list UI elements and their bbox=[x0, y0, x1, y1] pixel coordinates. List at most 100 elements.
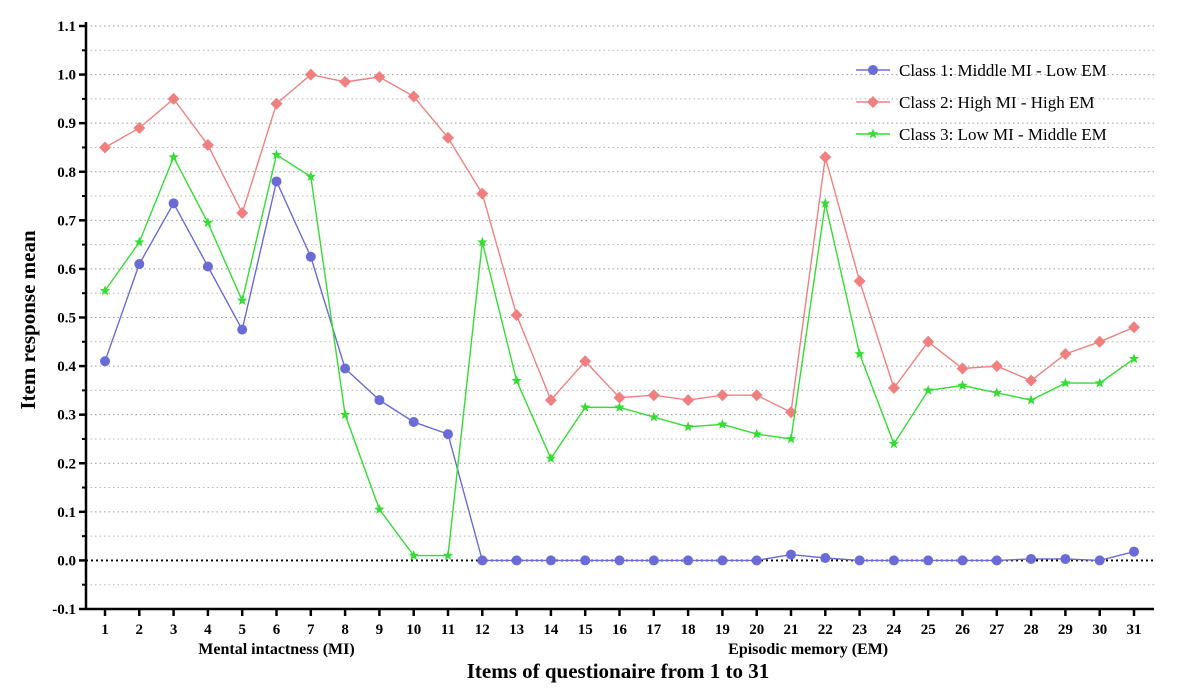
data-point bbox=[1128, 321, 1140, 334]
x-tick-label: 12 bbox=[475, 622, 490, 638]
y-tick-label: -0.1 bbox=[52, 602, 76, 618]
data-point bbox=[1128, 353, 1140, 364]
data-point bbox=[614, 555, 625, 566]
x-tick-label: 5 bbox=[238, 622, 246, 638]
x-tick-label: 13 bbox=[509, 622, 524, 638]
data-point bbox=[407, 90, 420, 103]
x-tick-label: 3 bbox=[170, 622, 178, 638]
data-point bbox=[339, 409, 351, 420]
data-point bbox=[373, 71, 386, 84]
data-point bbox=[683, 555, 694, 566]
y-tick-label: 0.7 bbox=[57, 213, 76, 229]
data-point bbox=[682, 421, 694, 432]
data-point bbox=[1025, 394, 1037, 405]
legend-label: Class 1: Middle MI - Low EM bbox=[899, 61, 1107, 80]
data-point bbox=[854, 555, 865, 566]
data-point bbox=[923, 555, 934, 566]
data-point bbox=[991, 387, 1003, 398]
series-line bbox=[104, 179, 1135, 562]
legend-label: Class 2: High MI - High EM bbox=[899, 93, 1095, 112]
data-point bbox=[408, 416, 419, 427]
y-tick-label: 0.8 bbox=[57, 165, 76, 181]
data-point bbox=[613, 391, 626, 404]
data-point bbox=[236, 207, 249, 220]
x-tick-label: 28 bbox=[1024, 622, 1039, 638]
legend-item: Class 1: Middle MI - Low EM bbox=[856, 61, 1107, 80]
data-point bbox=[717, 555, 728, 566]
x-tick-label: 2 bbox=[136, 622, 144, 638]
data-point bbox=[270, 97, 283, 110]
data-point bbox=[1026, 553, 1037, 564]
data-point bbox=[545, 555, 556, 566]
y-tick-label: 0.1 bbox=[57, 505, 76, 521]
data-point bbox=[819, 151, 832, 164]
data-point bbox=[133, 122, 146, 135]
series-layer bbox=[99, 68, 1140, 566]
group-label: Episodic memory (EM) bbox=[728, 641, 888, 658]
data-point bbox=[820, 552, 831, 563]
x-tick-label: 9 bbox=[376, 622, 384, 638]
data-point bbox=[853, 275, 866, 288]
x-tick-label: 7 bbox=[307, 622, 315, 638]
x-tick-label: 11 bbox=[441, 622, 455, 638]
data-point bbox=[1093, 335, 1106, 348]
data-point bbox=[648, 555, 659, 566]
data-point bbox=[854, 348, 865, 359]
legend-marker bbox=[868, 65, 878, 75]
data-point bbox=[751, 555, 762, 566]
data-point bbox=[511, 555, 522, 566]
data-point bbox=[304, 68, 317, 81]
data-point bbox=[751, 428, 762, 439]
data-point bbox=[99, 285, 111, 296]
data-point bbox=[99, 141, 111, 154]
legend: Class 1: Middle MI - Low EM Class 2: High… bbox=[856, 61, 1107, 144]
data-point bbox=[1129, 546, 1139, 557]
data-point bbox=[476, 187, 489, 200]
data-point bbox=[647, 389, 660, 402]
data-point bbox=[579, 401, 591, 412]
x-tick-label: 6 bbox=[273, 622, 281, 638]
series-line bbox=[104, 153, 1135, 557]
legend-item: Class 2: High MI - High EM bbox=[856, 93, 1095, 112]
data-point bbox=[408, 550, 419, 561]
data-point bbox=[786, 549, 796, 560]
y-tick-label: 0.2 bbox=[57, 456, 76, 472]
series-1 bbox=[100, 176, 1139, 566]
data-point bbox=[511, 375, 522, 386]
group-label: Mental intactness (MI) bbox=[198, 641, 354, 658]
x-tick-label: 15 bbox=[578, 622, 593, 638]
x-tick-label: 18 bbox=[681, 622, 696, 638]
data-point bbox=[236, 295, 248, 305]
x-tick-label: 31 bbox=[1127, 622, 1142, 638]
x-tick-label: 4 bbox=[204, 622, 212, 638]
y-tick-label: 1.1 bbox=[57, 19, 76, 35]
series-2 bbox=[99, 68, 1140, 419]
data-point bbox=[202, 261, 213, 272]
data-point bbox=[922, 335, 935, 348]
data-point bbox=[477, 555, 488, 566]
y-tick-label: 1.0 bbox=[57, 68, 76, 84]
data-point bbox=[510, 309, 523, 322]
data-point bbox=[442, 550, 454, 561]
data-point bbox=[271, 176, 282, 187]
data-point bbox=[990, 360, 1003, 373]
y-tick-label: 0.3 bbox=[57, 408, 76, 424]
y-tick-label: 0.9 bbox=[57, 116, 76, 132]
data-point bbox=[271, 149, 282, 160]
data-point bbox=[956, 362, 969, 375]
data-point bbox=[614, 401, 625, 412]
data-point bbox=[957, 380, 968, 390]
data-point bbox=[648, 411, 660, 422]
data-point bbox=[374, 503, 385, 514]
x-tick-label: 21 bbox=[784, 622, 799, 638]
y-tick-label: 0.5 bbox=[57, 311, 76, 327]
data-point bbox=[820, 197, 831, 208]
data-point bbox=[167, 92, 180, 105]
x-tick-label: 17 bbox=[646, 622, 662, 638]
data-point bbox=[340, 363, 351, 374]
x-tick-label: 10 bbox=[406, 622, 421, 638]
data-point bbox=[134, 259, 145, 270]
x-tick-label: 25 bbox=[921, 622, 936, 638]
data-point bbox=[339, 75, 352, 88]
